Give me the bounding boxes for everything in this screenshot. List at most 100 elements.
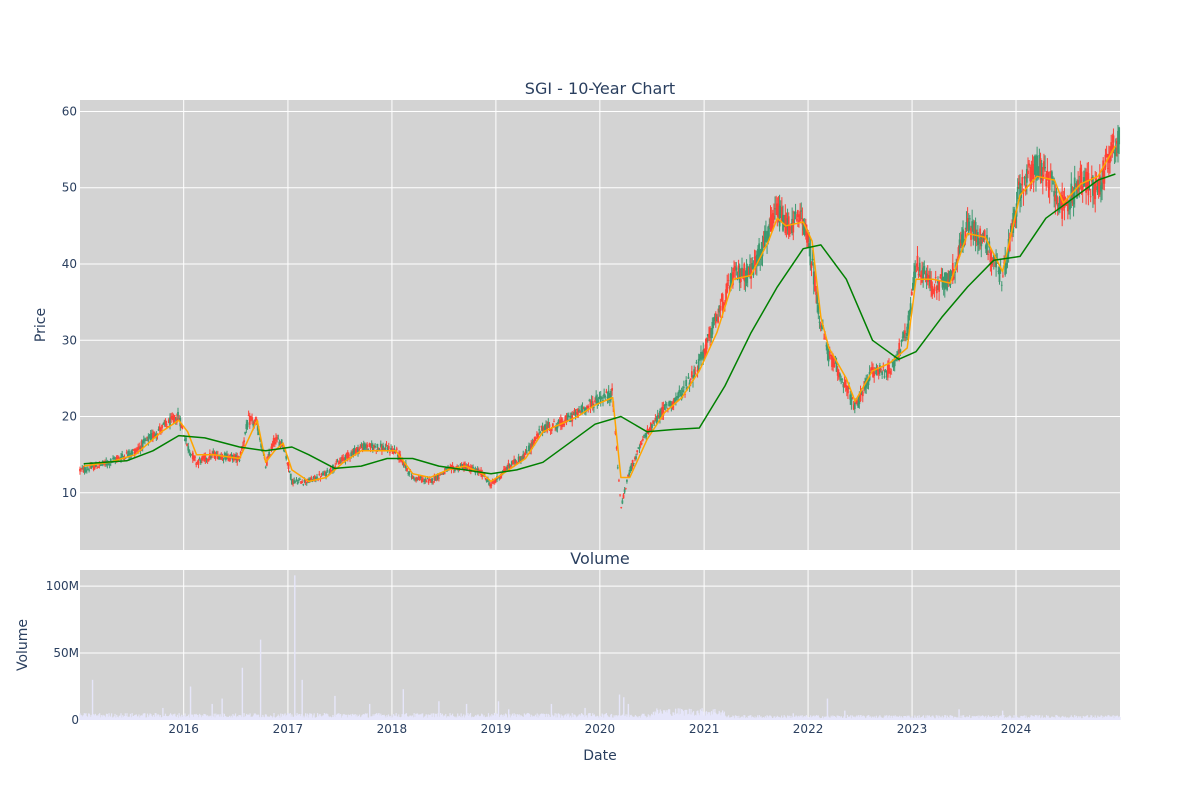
candle-body-484 xyxy=(630,463,633,469)
candle-body-848 xyxy=(1045,173,1048,187)
candle-body-52 xyxy=(138,446,141,449)
candle-body-74 xyxy=(163,421,166,425)
candle-body-598 xyxy=(760,249,763,258)
volume-bar-1156 xyxy=(1067,717,1069,720)
volume-bar-484 xyxy=(493,715,495,720)
volume-bar-654 xyxy=(638,716,640,720)
volume-bar-731 xyxy=(704,712,706,720)
candle-body-163 xyxy=(264,466,267,468)
volume-bar-722 xyxy=(696,711,698,720)
candle-body-407 xyxy=(542,427,545,432)
volume-bar-728 xyxy=(701,708,703,720)
volume-bar-811 xyxy=(772,718,774,720)
candle-body-821 xyxy=(1014,216,1017,224)
volume-bar-1206 xyxy=(1109,716,1112,720)
volume-bar-456 xyxy=(469,714,471,720)
volume-bar-413 xyxy=(432,713,434,720)
volume-bar-726 xyxy=(699,709,702,720)
candle-body-458 xyxy=(600,397,603,399)
volume-tick-label-50M: 50M xyxy=(53,646,79,660)
candle-body-296 xyxy=(416,477,419,479)
candle-body-632 xyxy=(799,211,802,221)
candle-body-299 xyxy=(419,476,422,479)
volume-bar-979 xyxy=(916,718,918,720)
candle-body-386 xyxy=(518,459,521,462)
volume-bar-678 xyxy=(658,712,660,720)
volume-bar-983 xyxy=(919,718,921,720)
volume-bar-459 xyxy=(471,716,473,720)
candle-body-853 xyxy=(1051,171,1053,180)
candle-body-842 xyxy=(1038,154,1041,169)
candle-body-113 xyxy=(207,459,210,461)
volume-bar-317 xyxy=(350,714,352,720)
volume-bar-91 xyxy=(157,714,159,720)
volume-bar-80 xyxy=(147,716,149,720)
candle-body-636 xyxy=(803,222,806,236)
volume-bar-791 xyxy=(755,718,757,720)
volume-bar-386 xyxy=(409,715,411,720)
volume-bar-238 xyxy=(282,715,284,720)
volume-bar-312 xyxy=(346,714,348,720)
volume-bar-857 xyxy=(811,716,813,720)
volume-bar-222 xyxy=(269,716,271,720)
volume-bar-1154 xyxy=(1065,717,1067,720)
candle-body-359 xyxy=(488,482,490,485)
candle-body-865 xyxy=(1064,198,1067,200)
candle-body-897 xyxy=(1101,182,1103,189)
volume-bar-1015 xyxy=(946,715,948,720)
volume-bar-276 xyxy=(315,717,317,720)
volume-bar-924 xyxy=(869,716,871,720)
candle-body-708 xyxy=(885,371,888,378)
volume-bar-892 xyxy=(841,717,843,720)
volume-bar-42 xyxy=(115,717,117,720)
volume-bar-556 xyxy=(554,713,556,720)
candle-body-881 xyxy=(1082,177,1085,186)
candle-body-187 xyxy=(292,480,294,485)
volume-bar-965 xyxy=(904,715,906,720)
volume-bar-79 xyxy=(146,713,149,720)
candle-body-908 xyxy=(1113,152,1116,155)
volume-bar-655 xyxy=(639,716,641,720)
volume-bar-535 xyxy=(536,713,538,720)
volume-bar-245 xyxy=(288,713,290,720)
candle-body-450 xyxy=(591,401,594,406)
candle-body-90 xyxy=(181,428,184,430)
candle-body-247 xyxy=(360,444,363,446)
candle-body-252 xyxy=(366,444,369,448)
volume-bar-478 xyxy=(487,713,490,720)
candle-body-585 xyxy=(745,267,748,283)
volume-bar-271 xyxy=(310,713,313,720)
volume-bar-847 xyxy=(803,716,805,720)
candle-body-483 xyxy=(629,466,632,472)
candle-body-145 xyxy=(244,431,247,434)
candle-body-151 xyxy=(251,417,253,421)
candle-body-428 xyxy=(566,414,569,422)
volume-bar-44 xyxy=(117,716,119,720)
volume-bar-824 xyxy=(783,715,785,720)
candle-body-214 xyxy=(322,472,325,475)
candle-body-512 xyxy=(662,407,665,416)
candle-body-831 xyxy=(1025,168,1028,183)
volume-bar-660 xyxy=(643,713,645,720)
candle-body-34 xyxy=(117,456,120,459)
volume-bar-21 xyxy=(97,716,99,720)
volume-bar-426 xyxy=(443,715,445,720)
volume-bar-228 xyxy=(274,717,276,720)
candle-body-685 xyxy=(859,391,862,402)
candle-body-702 xyxy=(878,365,881,373)
volume-bar-242 xyxy=(286,714,288,720)
volume-bar-831 xyxy=(789,718,791,720)
candle-body-889 xyxy=(1092,176,1094,196)
candle-body-697 xyxy=(873,371,876,377)
candle-body-321 xyxy=(444,467,447,469)
candle-body-454 xyxy=(596,398,599,404)
candle-body-675 xyxy=(848,388,851,390)
volume-bar-1135 xyxy=(1049,718,1051,720)
volume-bar-86 xyxy=(152,714,155,720)
volume-bar-606 xyxy=(597,715,599,720)
candle-body-639 xyxy=(807,232,809,243)
candle-body-502 xyxy=(651,424,653,428)
volume-bar-898 xyxy=(846,714,848,720)
volume-bar-702 xyxy=(679,708,681,720)
price-tick-label-20: 20 xyxy=(62,410,77,424)
